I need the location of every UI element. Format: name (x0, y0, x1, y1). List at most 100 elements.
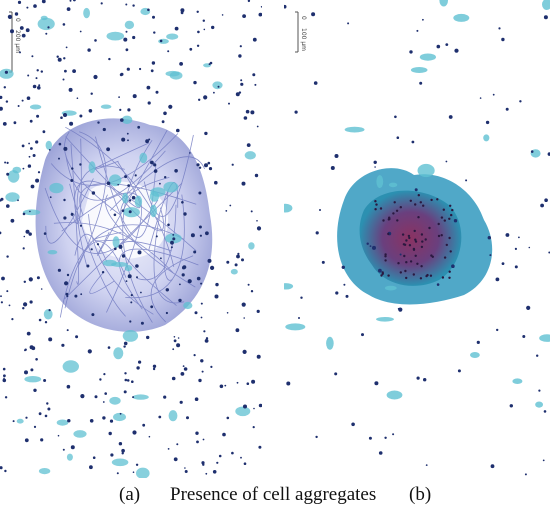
nucleus-dot (120, 118, 124, 122)
nucleus-dot (189, 47, 193, 51)
scale-bar-b: 0 100 μm (295, 11, 307, 53)
nucleus-dot (57, 434, 60, 437)
nucleus-dot (405, 261, 408, 264)
nucleus-dot (449, 204, 452, 207)
nucleus-dot (252, 73, 256, 77)
nucleus-dot (62, 448, 65, 451)
nucleus-dot (63, 113, 67, 117)
nucleus-dot (465, 179, 468, 182)
nucleus-dot (43, 232, 47, 235)
nucleus-dot (40, 70, 43, 73)
nucleus-dot (127, 184, 130, 187)
nucleus-dot (399, 253, 402, 256)
cell-shape (150, 187, 166, 197)
nucleus-dot (4, 161, 7, 164)
panel-label-b: (b) (409, 484, 432, 505)
nucleus-dot (44, 321, 48, 324)
nucleus-dot (396, 136, 400, 139)
nucleus-dot (448, 270, 451, 273)
nucleus-dot (334, 372, 338, 376)
nucleus-dot (217, 85, 220, 88)
cell-shape (248, 242, 255, 250)
nucleus-dot (399, 206, 402, 209)
nucleus-dot (198, 166, 202, 169)
nucleus-dot (395, 209, 399, 212)
nucleus-dot (442, 208, 445, 211)
nucleus-dot (414, 240, 418, 243)
nucleus-dot (30, 147, 33, 150)
nucleus-dot (212, 470, 217, 474)
nucleus-dot (129, 320, 132, 323)
nucleus-dot (180, 11, 184, 15)
cell-shape (139, 152, 148, 164)
nucleus-dot (125, 48, 129, 52)
nucleus-dot (375, 203, 378, 206)
cell-shape (5, 192, 20, 202)
nucleus-dot (443, 256, 447, 259)
nucleus-dot (80, 293, 83, 296)
nucleus-dot (0, 301, 3, 304)
nucleus-dot (35, 140, 39, 144)
nucleus-dot (22, 247, 25, 250)
nucleus-dot (172, 237, 176, 241)
nucleus-dot (538, 389, 541, 392)
nucleus-dot (416, 262, 419, 265)
nucleus-dot (476, 340, 480, 344)
nucleus-dot (72, 69, 76, 73)
nucleus-dot (167, 448, 170, 450)
nucleus-dot (218, 454, 222, 458)
nucleus-dot (121, 137, 126, 142)
nucleus-dot (298, 317, 300, 319)
nucleus-dot (420, 245, 424, 249)
nucleus-dot (413, 229, 416, 233)
nucleus-dot (184, 467, 186, 469)
nucleus-dot (158, 415, 162, 419)
nucleus-dot (193, 250, 197, 254)
nucleus-dot (419, 201, 422, 204)
nucleus-dot (148, 435, 151, 438)
nucleus-dot (131, 195, 136, 200)
nucleus-dot (196, 10, 199, 13)
cell-shape (244, 151, 256, 160)
nucleus-dot (408, 244, 412, 247)
nucleus-dot (200, 282, 203, 285)
nucleus-dot (243, 462, 247, 466)
nucleus-dot (197, 30, 200, 34)
nucleus-dot (528, 246, 531, 249)
nucleus-dot (163, 395, 167, 399)
nucleus-dot (13, 121, 17, 125)
nucleus-dot (243, 404, 247, 409)
nucleus-dot (123, 37, 128, 42)
nucleus-dot (139, 67, 142, 71)
nucleus-dot (137, 250, 142, 255)
cell-shape (230, 268, 238, 275)
nucleus-dot (22, 167, 25, 170)
nucleus-dot (104, 392, 107, 395)
nucleus-dot (225, 210, 228, 212)
nucleus-dot (409, 260, 413, 263)
micrograph-panel-b: 0 100 μm (284, 0, 550, 478)
nucleus-dot (487, 236, 491, 240)
nucleus-dot (10, 218, 15, 223)
nucleus-dot (35, 77, 38, 80)
nucleus-dot (495, 277, 500, 282)
nucleus-dot (315, 231, 319, 235)
nucleus-dot (103, 373, 106, 376)
nucleus-dot (62, 23, 66, 26)
nucleus-dot (514, 265, 518, 269)
nucleus-dot (146, 335, 150, 340)
nucleus-dot (124, 378, 128, 382)
nucleus-dot (366, 242, 369, 245)
nucleus-dot (106, 147, 110, 152)
nucleus-dot (241, 181, 246, 186)
nucleus-dot (222, 432, 226, 437)
nucleus-dot (58, 142, 62, 146)
nucleus-dot (195, 431, 199, 435)
nucleus-dot (135, 463, 139, 466)
nucleus-dot (210, 365, 213, 368)
nucleus-dot (38, 84, 41, 87)
nucleus-dot (380, 274, 383, 277)
nucleus-dot (86, 264, 90, 268)
nucleus-dot (214, 294, 219, 299)
nucleus-dot (247, 283, 250, 286)
